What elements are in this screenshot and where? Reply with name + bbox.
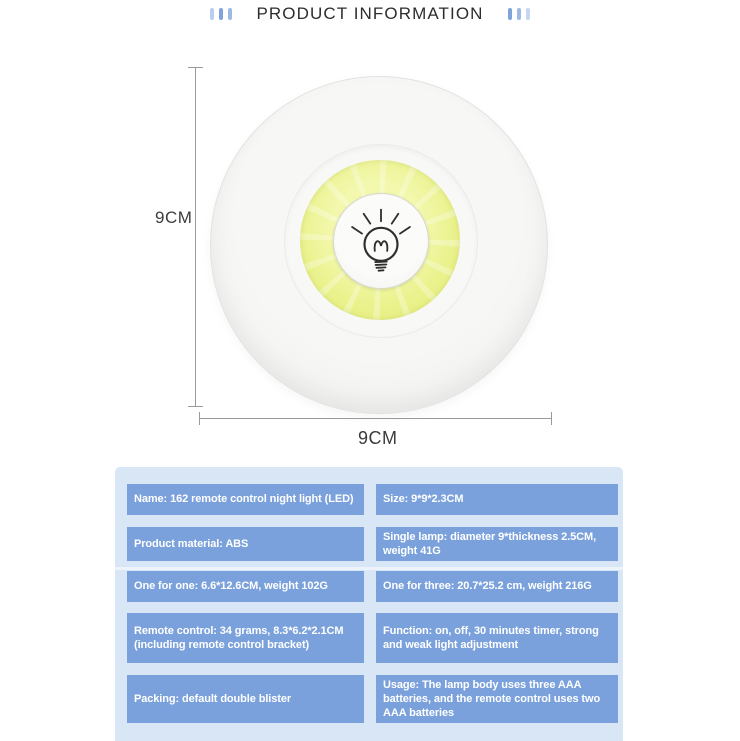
accent-bars-left-icon (210, 8, 233, 20)
width-dimension-line (199, 418, 552, 419)
spec-cell-usage: Usage: The lamp body uses three AAA batt… (376, 675, 618, 723)
accent-bar-icon (507, 8, 512, 20)
spec-row-remote-function: Remote control: 34 grams, 8.3*6.2*2.1CM … (115, 613, 623, 663)
product-photo: 9CM 9CM (0, 25, 740, 465)
spec-panel: Name: 162 remote control night light (LE… (115, 467, 623, 741)
spec-row-name-size: Name: 162 remote control night light (LE… (115, 484, 623, 515)
light-bulb-icon (351, 208, 411, 272)
page-header: PRODUCT INFORMATION (0, 3, 740, 25)
spec-text: Name: 162 remote control night light (LE… (134, 493, 354, 506)
spec-cell-material: Product material: ABS (127, 527, 364, 561)
lamp-push-button (333, 193, 429, 289)
spec-row-packs: One for one: 6.6*12.6CM, weight 102G One… (115, 571, 623, 602)
spec-text: One for three: 20.7*25.2 cm, weight 216G (383, 580, 592, 593)
accent-bar-icon (228, 8, 233, 20)
spec-text: One for one: 6.6*12.6CM, weight 102G (134, 580, 328, 593)
spec-text: Single lamp: diameter 9*thickness 2.5CM,… (383, 530, 597, 557)
accent-bar-icon (525, 8, 530, 20)
width-dimension-label: 9CM (358, 428, 398, 448)
width-dimension-cap-left (199, 412, 200, 425)
spec-cell-function: Function: on, off, 30 minutes timer, str… (376, 613, 618, 663)
spec-text: Remote control: 34 grams, 8.3*6.2*2.1CM … (134, 624, 344, 651)
spec-text: Packing: default double blister (134, 692, 292, 705)
height-dimension-cap-top (188, 67, 203, 68)
accent-bar-icon (210, 8, 215, 20)
spec-text: Product material: ABS (134, 537, 249, 550)
page-title: PRODUCT INFORMATION (256, 4, 484, 23)
spec-cell-packing: Packing: default double blister (127, 675, 364, 723)
spec-cell-remote-control: Remote control: 34 grams, 8.3*6.2*2.1CM … (127, 613, 364, 663)
height-dimension-line (195, 67, 196, 407)
accent-bar-icon (516, 8, 521, 20)
spec-text: Function: on, off, 30 minutes timer, str… (383, 624, 599, 651)
spec-cell-name: Name: 162 remote control night light (LE… (127, 484, 364, 515)
spec-cell-single-lamp: Single lamp: diameter 9*thickness 2.5CM,… (376, 527, 618, 561)
spec-cell-size: Size: 9*9*2.3CM (376, 484, 618, 515)
spec-cell-one-for-one: One for one: 6.6*12.6CM, weight 102G (127, 571, 364, 602)
width-dimension-cap-right (551, 412, 552, 425)
panel-divider (115, 567, 623, 570)
spec-cell-one-for-three: One for three: 20.7*25.2 cm, weight 216G (376, 571, 618, 602)
spec-row-packing-usage: Packing: default double blister Usage: T… (115, 675, 623, 723)
accent-bar-icon (219, 8, 224, 20)
spec-row-material-lamp: Product material: ABS Single lamp: diame… (115, 527, 623, 561)
accent-bars-right-icon (507, 8, 530, 20)
height-dimension-label: 9CM (155, 208, 193, 227)
height-dimension-cap-bottom (188, 406, 203, 407)
spec-text: Size: 9*9*2.3CM (383, 493, 464, 506)
spec-text: Usage: The lamp body uses three AAA batt… (383, 678, 601, 720)
